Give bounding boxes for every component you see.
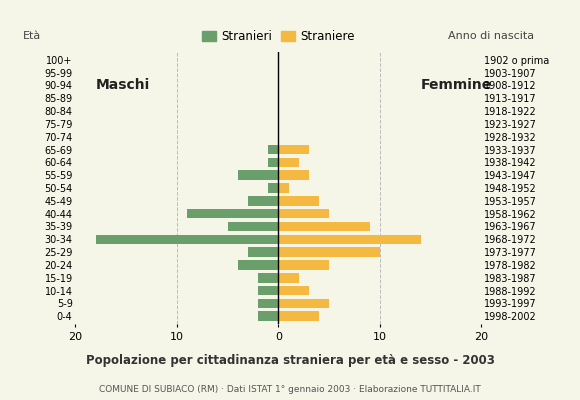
Bar (238, 260, 278, 270)
Text: Femmine: Femmine (420, 78, 492, 92)
Bar (278, 170, 309, 180)
Bar (278, 312, 319, 321)
Text: Anno di nascita: Anno di nascita (448, 31, 534, 41)
Bar (96, 234, 278, 244)
Bar (278, 273, 299, 283)
Text: Popolazione per cittadinanza straniera per età e sesso - 2003: Popolazione per cittadinanza straniera p… (86, 354, 494, 367)
Bar (258, 273, 278, 283)
Bar (258, 286, 278, 296)
Bar (187, 209, 278, 218)
Bar (278, 260, 329, 270)
Bar (278, 209, 329, 218)
Bar (278, 247, 380, 257)
Bar (258, 299, 278, 308)
Text: Maschi: Maschi (96, 78, 150, 92)
Bar (278, 183, 288, 193)
Bar (278, 286, 309, 296)
Bar (278, 299, 329, 308)
Bar (278, 158, 299, 167)
Bar (268, 158, 278, 167)
Bar (278, 196, 319, 206)
Bar (227, 222, 278, 231)
Bar (238, 170, 278, 180)
Bar (268, 145, 278, 154)
Bar (248, 247, 278, 257)
Text: COMUNE DI SUBIACO (RM) · Dati ISTAT 1° gennaio 2003 · Elaborazione TUTTITALIA.IT: COMUNE DI SUBIACO (RM) · Dati ISTAT 1° g… (99, 385, 481, 394)
Bar (248, 196, 278, 206)
Legend: Stranieri, Straniere: Stranieri, Straniere (197, 25, 360, 48)
Bar (268, 183, 278, 193)
Bar (258, 312, 278, 321)
Text: Età: Età (23, 31, 41, 41)
Bar (278, 145, 309, 154)
Bar (278, 234, 420, 244)
Bar (278, 222, 370, 231)
